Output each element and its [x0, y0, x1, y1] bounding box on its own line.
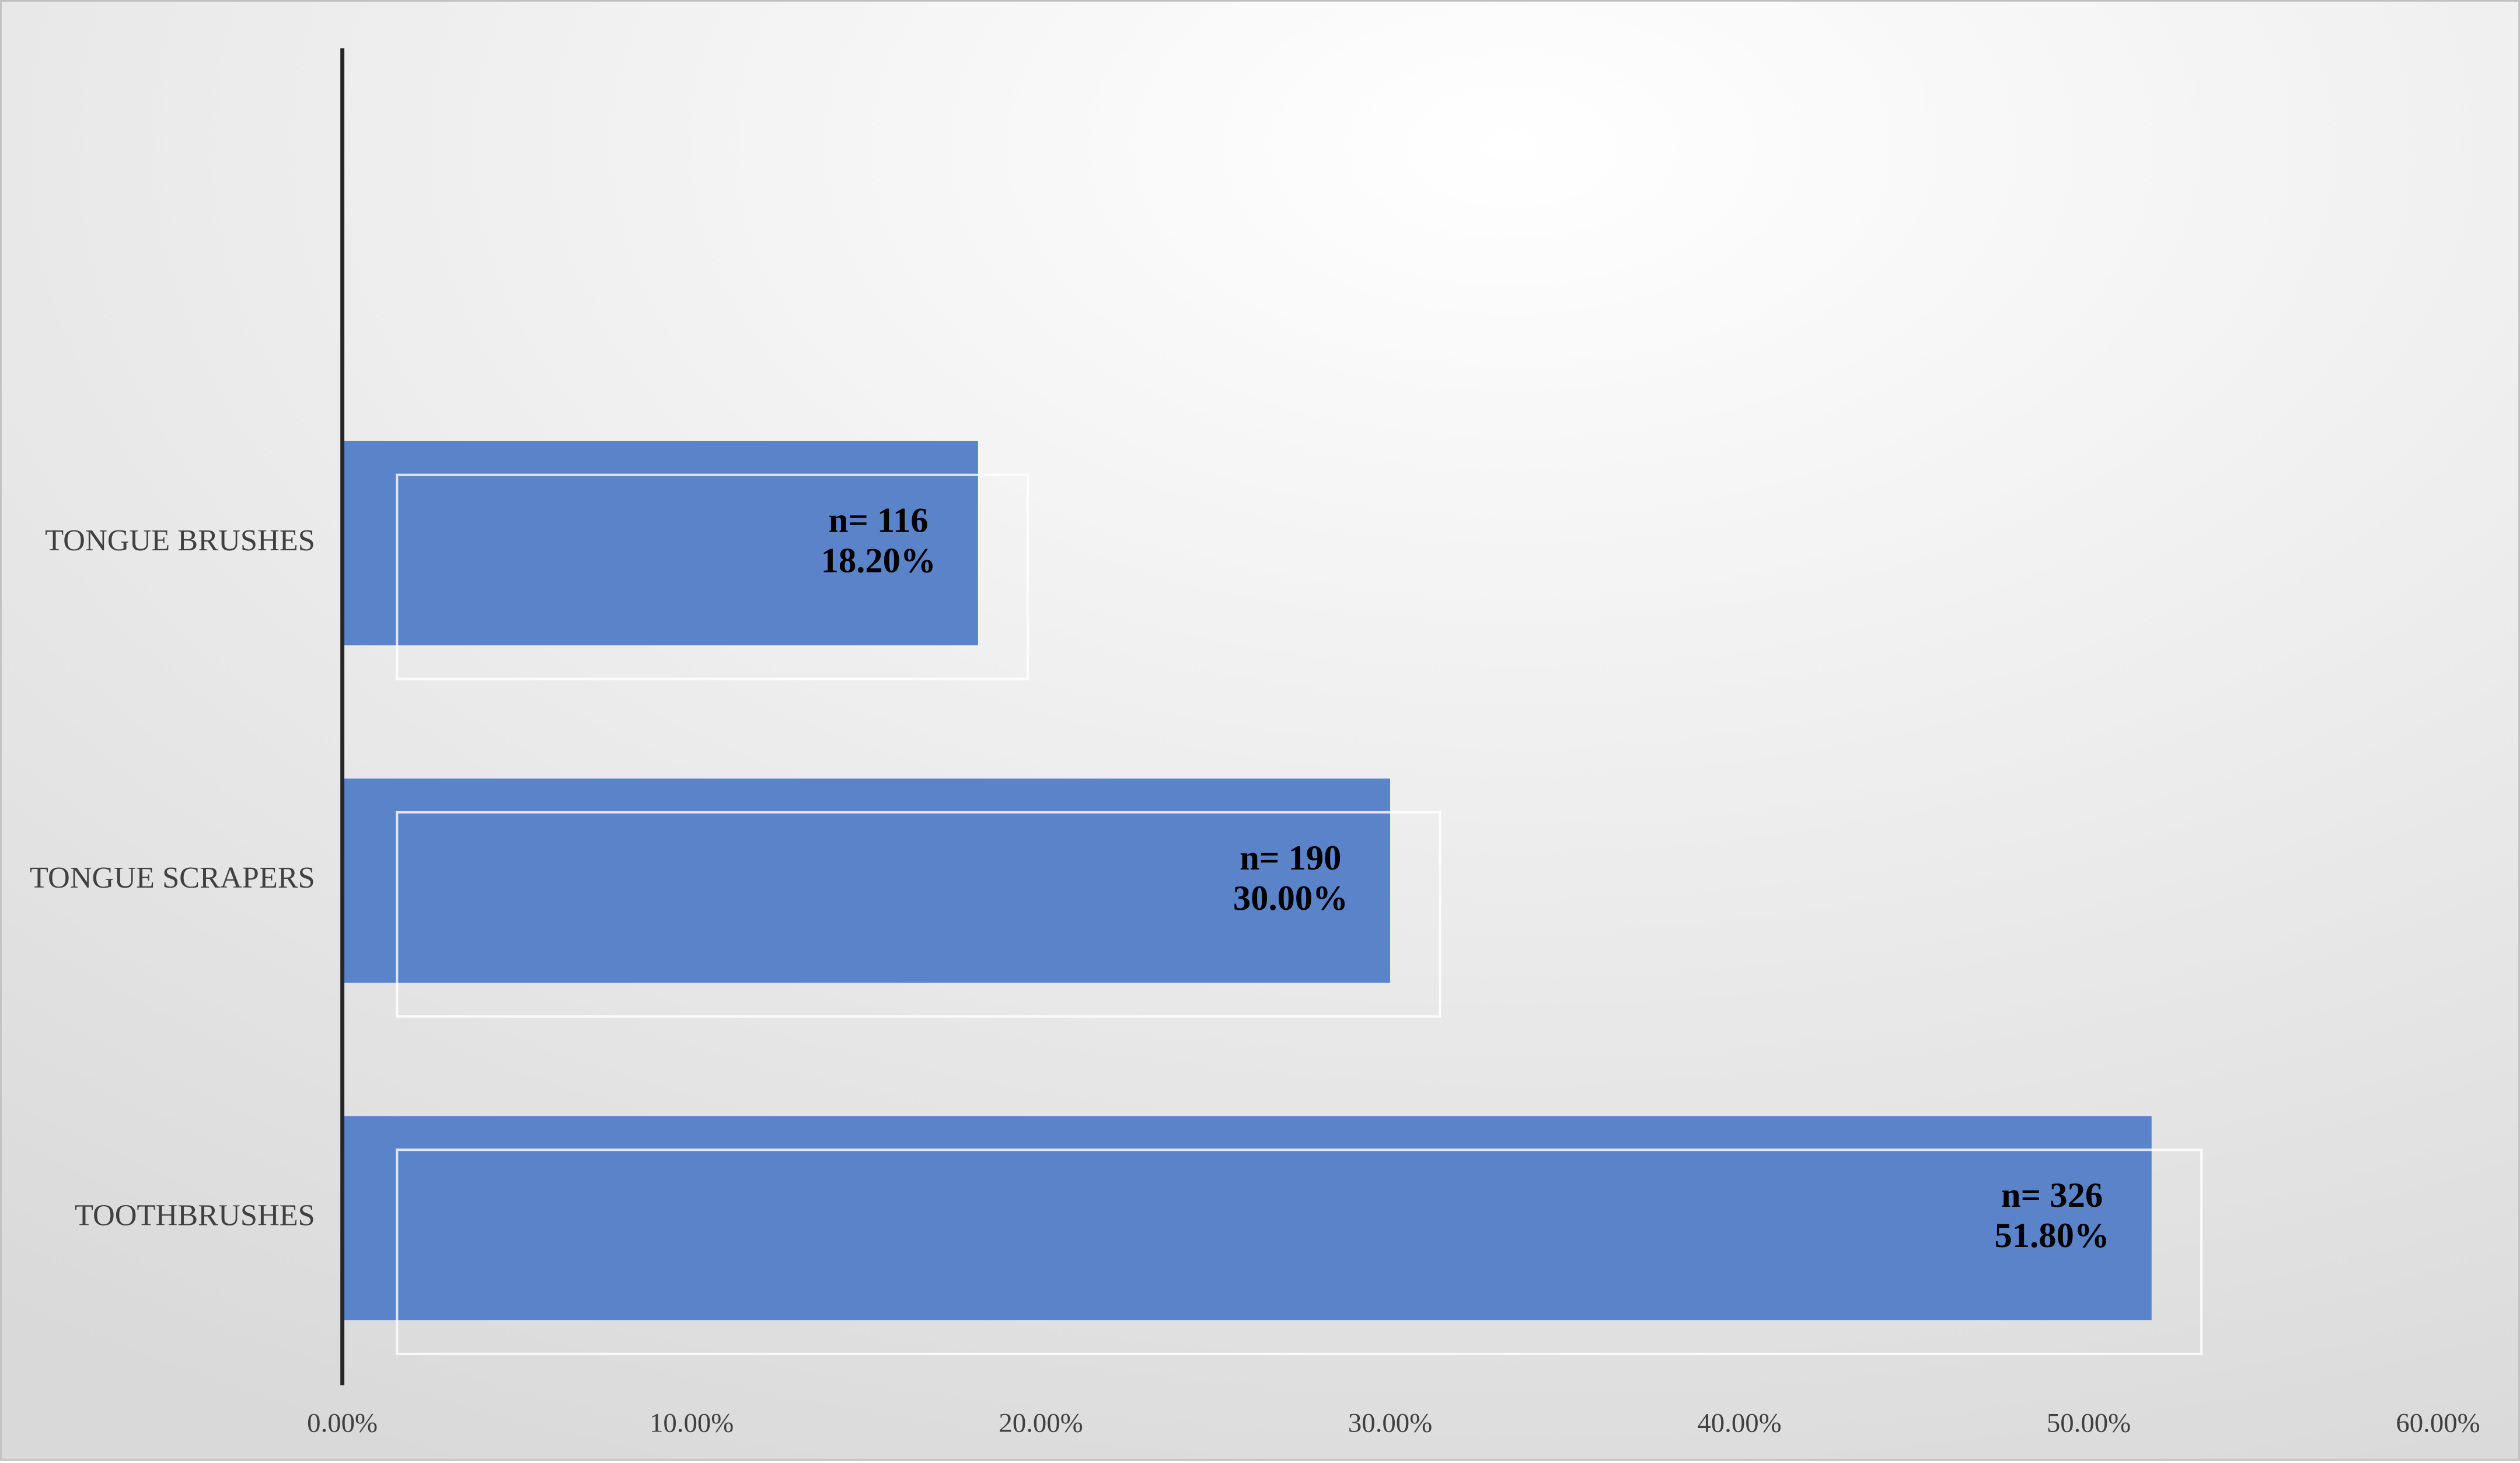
- value-label: 51.80%: [1995, 1216, 2110, 1255]
- count-label: n= 190: [1240, 839, 1341, 878]
- bar-shadow-frame: [396, 473, 1029, 680]
- x-tick-label: 30.00%: [1348, 1408, 1432, 1438]
- x-tick-label: 50.00%: [2047, 1408, 2131, 1438]
- y-tick-label: TONGUE SCRAPERS: [30, 861, 315, 895]
- bar: [342, 1116, 2152, 1321]
- x-tick-label: 0.00%: [307, 1408, 378, 1438]
- x-tick-label: 40.00%: [1697, 1408, 1781, 1438]
- count-label: n= 326: [2001, 1176, 2103, 1215]
- x-tick-label: 20.00%: [999, 1408, 1083, 1438]
- bar-shadow-frame: [396, 811, 1442, 1018]
- y-tick-label: TOOTHBRUSHES: [75, 1198, 315, 1232]
- value-label: 30.00%: [1233, 879, 1348, 918]
- bar-shadow-frame: [396, 1148, 2203, 1356]
- value-label: 18.20%: [821, 541, 936, 580]
- x-tick-label: 60.00%: [2396, 1408, 2480, 1438]
- y-tick-label: TONGUE BRUSHES: [45, 523, 315, 557]
- count-label: n= 116: [829, 501, 929, 540]
- x-tick-label: 10.00%: [650, 1408, 734, 1438]
